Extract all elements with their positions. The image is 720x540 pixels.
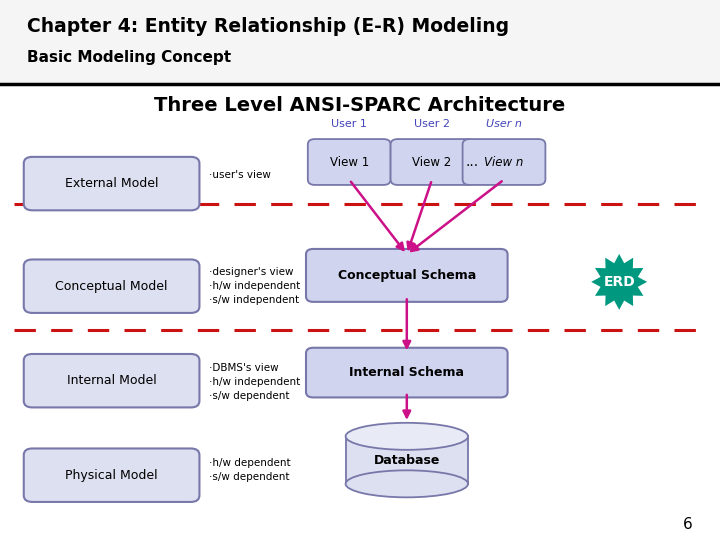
- Text: User 2: User 2: [414, 119, 450, 129]
- Text: ·designer's view
·h/w independent
·s/w independent: ·designer's view ·h/w independent ·s/w i…: [209, 267, 300, 305]
- FancyBboxPatch shape: [390, 139, 474, 185]
- Text: ·h/w dependent
·s/w dependent: ·h/w dependent ·s/w dependent: [209, 458, 290, 482]
- Text: ...: ...: [465, 155, 478, 169]
- FancyBboxPatch shape: [0, 0, 720, 84]
- Text: Internal Schema: Internal Schema: [349, 366, 464, 379]
- FancyBboxPatch shape: [306, 348, 508, 397]
- Text: Conceptual Schema: Conceptual Schema: [338, 269, 476, 282]
- Text: ·user's view: ·user's view: [209, 170, 271, 180]
- Ellipse shape: [346, 423, 468, 450]
- Text: Conceptual Model: Conceptual Model: [55, 280, 168, 293]
- FancyBboxPatch shape: [462, 139, 546, 185]
- Text: ERD: ERD: [603, 275, 635, 289]
- FancyBboxPatch shape: [308, 139, 390, 185]
- Text: Physical Model: Physical Model: [66, 469, 158, 482]
- Bar: [346, 436, 468, 484]
- Text: View 2: View 2: [413, 156, 451, 168]
- FancyBboxPatch shape: [24, 260, 199, 313]
- FancyBboxPatch shape: [24, 448, 199, 502]
- Text: ·DBMS's view
·h/w independent
·s/w dependent: ·DBMS's view ·h/w independent ·s/w depen…: [209, 363, 300, 401]
- Text: Internal Model: Internal Model: [67, 374, 156, 387]
- FancyBboxPatch shape: [306, 249, 508, 302]
- Polygon shape: [590, 252, 649, 312]
- Text: View n: View n: [485, 156, 523, 168]
- Text: Chapter 4: Entity Relationship (E-R) Modeling: Chapter 4: Entity Relationship (E-R) Mod…: [27, 17, 510, 37]
- FancyBboxPatch shape: [24, 354, 199, 407]
- Text: 6: 6: [683, 517, 693, 532]
- Text: External Model: External Model: [65, 177, 158, 190]
- Text: Three Level ANSI-SPARC Architecture: Three Level ANSI-SPARC Architecture: [154, 96, 566, 115]
- Text: User n: User n: [486, 119, 522, 129]
- Ellipse shape: [346, 470, 468, 497]
- Text: User 1: User 1: [331, 119, 367, 129]
- Text: Basic Modeling Concept: Basic Modeling Concept: [27, 50, 232, 65]
- FancyBboxPatch shape: [24, 157, 199, 210]
- Text: View 1: View 1: [330, 156, 369, 168]
- Text: Database: Database: [374, 454, 440, 467]
